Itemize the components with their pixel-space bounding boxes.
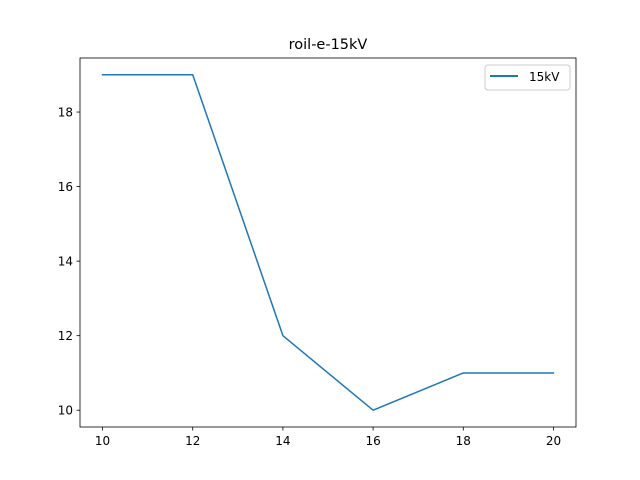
x-tick-label: 12 bbox=[185, 434, 200, 448]
x-tick-label: 14 bbox=[275, 434, 290, 448]
y-tick-label: 12 bbox=[58, 329, 73, 343]
legend-box bbox=[484, 64, 571, 91]
y-tick-label: 18 bbox=[58, 106, 73, 120]
y-tick-label: 14 bbox=[58, 255, 73, 269]
series-layer bbox=[101, 74, 555, 411]
chart-title: roil-e-15kV bbox=[289, 37, 368, 53]
legend-label-15kv: 15kV bbox=[529, 70, 560, 84]
plot-area bbox=[80, 58, 576, 427]
y-tick-label: 10 bbox=[58, 404, 73, 418]
x-tick-label: 10 bbox=[95, 434, 110, 448]
y-tick-label: 16 bbox=[58, 180, 73, 194]
plot-frame bbox=[79, 57, 577, 428]
x-tick-label: 20 bbox=[546, 434, 561, 448]
x-axis: 10 12 14 16 18 20 bbox=[95, 427, 561, 448]
legend: 15kV bbox=[484, 64, 571, 91]
series-line-15kv bbox=[101, 74, 555, 411]
x-tick-label: 18 bbox=[456, 434, 471, 448]
y-axis: 10 12 14 16 18 bbox=[58, 106, 80, 418]
x-tick-label: 16 bbox=[365, 434, 380, 448]
